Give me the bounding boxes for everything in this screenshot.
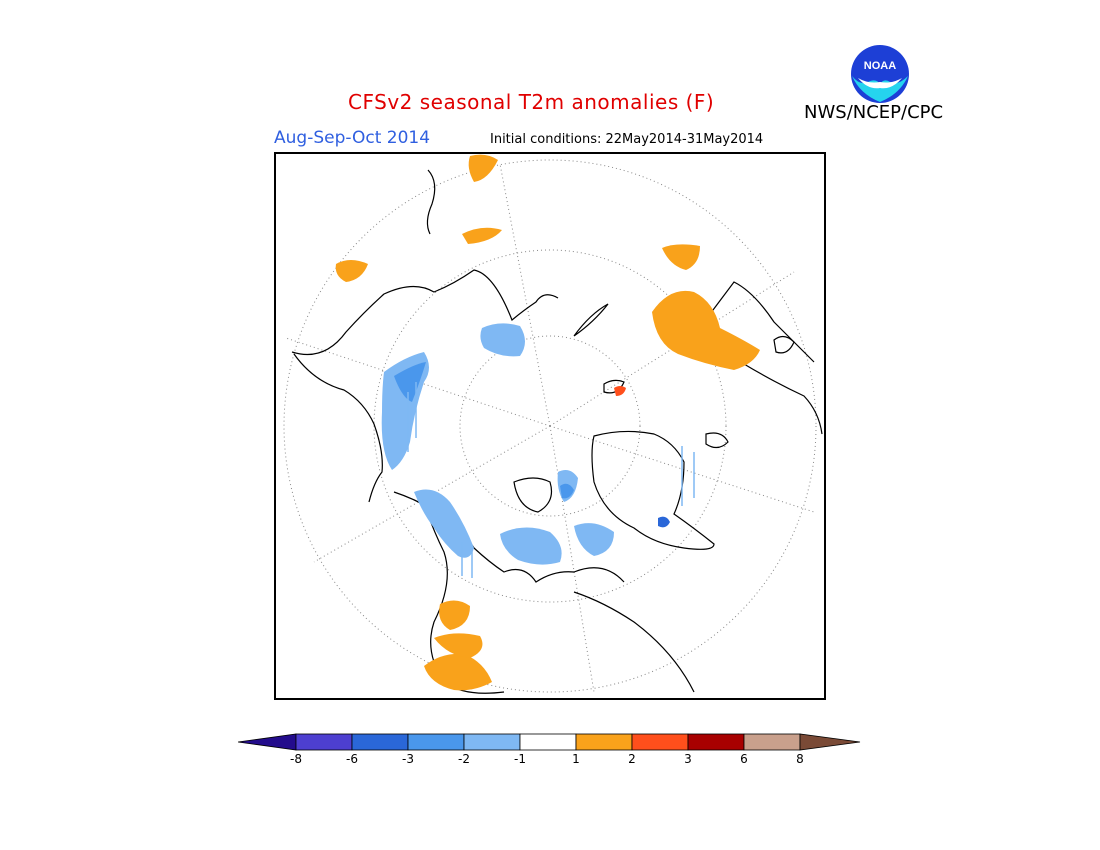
warm-anomaly-alaska-coast <box>335 260 368 282</box>
map-title: CFSv2 seasonal T2m anomalies (F) <box>348 90 715 114</box>
warm-anomaly-north-africa <box>424 653 492 691</box>
colorbar-right-arrow <box>799 733 861 751</box>
colorbar-tick-label: 2 <box>628 752 636 766</box>
colorbar-tick-label: -1 <box>514 752 526 766</box>
coastline-northwest-america <box>293 353 383 503</box>
initial-conditions-label: Initial conditions: 22May2014-31May2014 <box>490 132 764 147</box>
warm-anomaly-iceland-area <box>468 154 498 182</box>
colorbar-tick-label: -3 <box>402 752 414 766</box>
latitude-circle-middle <box>373 249 727 603</box>
colorbar-tick-label: -2 <box>458 752 470 766</box>
colorbar-bin <box>295 733 353 751</box>
latitude-circle-inner <box>459 335 641 517</box>
cool-anomaly-chukchi <box>480 323 525 357</box>
warm-anomaly-mediterranean <box>439 600 470 630</box>
coastline-alaska-siberia <box>291 269 559 356</box>
coastline-iceland <box>705 432 729 449</box>
coastline-svalbard <box>603 379 625 394</box>
coastline-kamchatka <box>426 169 436 235</box>
coastline-europe-africa <box>573 591 695 693</box>
warm-anomaly-svalbard <box>662 244 700 270</box>
coastline-greenland <box>591 430 715 550</box>
warm-anomaly-red-spot <box>614 386 626 396</box>
meridian <box>499 163 551 427</box>
meridian <box>549 425 595 693</box>
cool-anomaly-greenland <box>574 523 614 556</box>
colorbar-bin <box>407 733 465 751</box>
warm-anomaly-scandinavia-europe <box>652 290 760 370</box>
colorbar <box>238 733 861 751</box>
cool-anomaly-canadian-archipelago <box>414 489 474 558</box>
colorbar-bin <box>519 733 577 751</box>
noaa-logo-text: NOAA <box>864 60 896 72</box>
cool-anomaly-baffin-core <box>560 483 574 499</box>
warm-anomaly-southern-europe <box>434 633 483 658</box>
colorbar-tick-label: -8 <box>290 752 302 766</box>
coastline-arctic-islands <box>513 477 553 513</box>
cool-anomaly-eastern-siberia-core <box>394 362 426 402</box>
warm-anomaly-north-atlantic <box>462 227 502 244</box>
cool-anomalies <box>381 323 670 565</box>
coastline-british-isles <box>773 335 795 354</box>
colorbar-tick-label: 1 <box>572 752 580 766</box>
colorbar-bin <box>351 733 409 751</box>
noaa-logo: NOAA <box>849 43 911 105</box>
colorbar-tick-label: 8 <box>796 752 804 766</box>
cool-anomaly-hudson-bay <box>500 527 562 565</box>
colorbar-bin <box>687 733 745 751</box>
colorbar-tick-label: 6 <box>740 752 748 766</box>
colorbar-bin <box>575 733 633 751</box>
warm-anomalies <box>335 154 760 691</box>
polar-map <box>274 152 826 700</box>
season-label: Aug-Sep-Oct 2014 <box>274 128 431 148</box>
colorbar-bins <box>295 733 801 751</box>
colorbar-bin <box>463 733 521 751</box>
colorbar-bin <box>743 733 801 751</box>
coastline-western-europe <box>743 363 823 435</box>
cool-anomaly-greenland-spot <box>658 516 670 528</box>
coastlines <box>291 169 823 694</box>
latitude-circle-outer <box>283 159 817 693</box>
colorbar-tick-label: 3 <box>684 752 692 766</box>
colorbar-left-arrow <box>238 733 297 751</box>
agency-label: NWS/NCEP/CPC <box>804 102 944 123</box>
anomaly-streaks <box>407 382 695 578</box>
colorbar-tick-label: -6 <box>346 752 358 766</box>
colorbar-bin <box>631 733 689 751</box>
coastline-novaya-zemlya <box>573 303 609 337</box>
